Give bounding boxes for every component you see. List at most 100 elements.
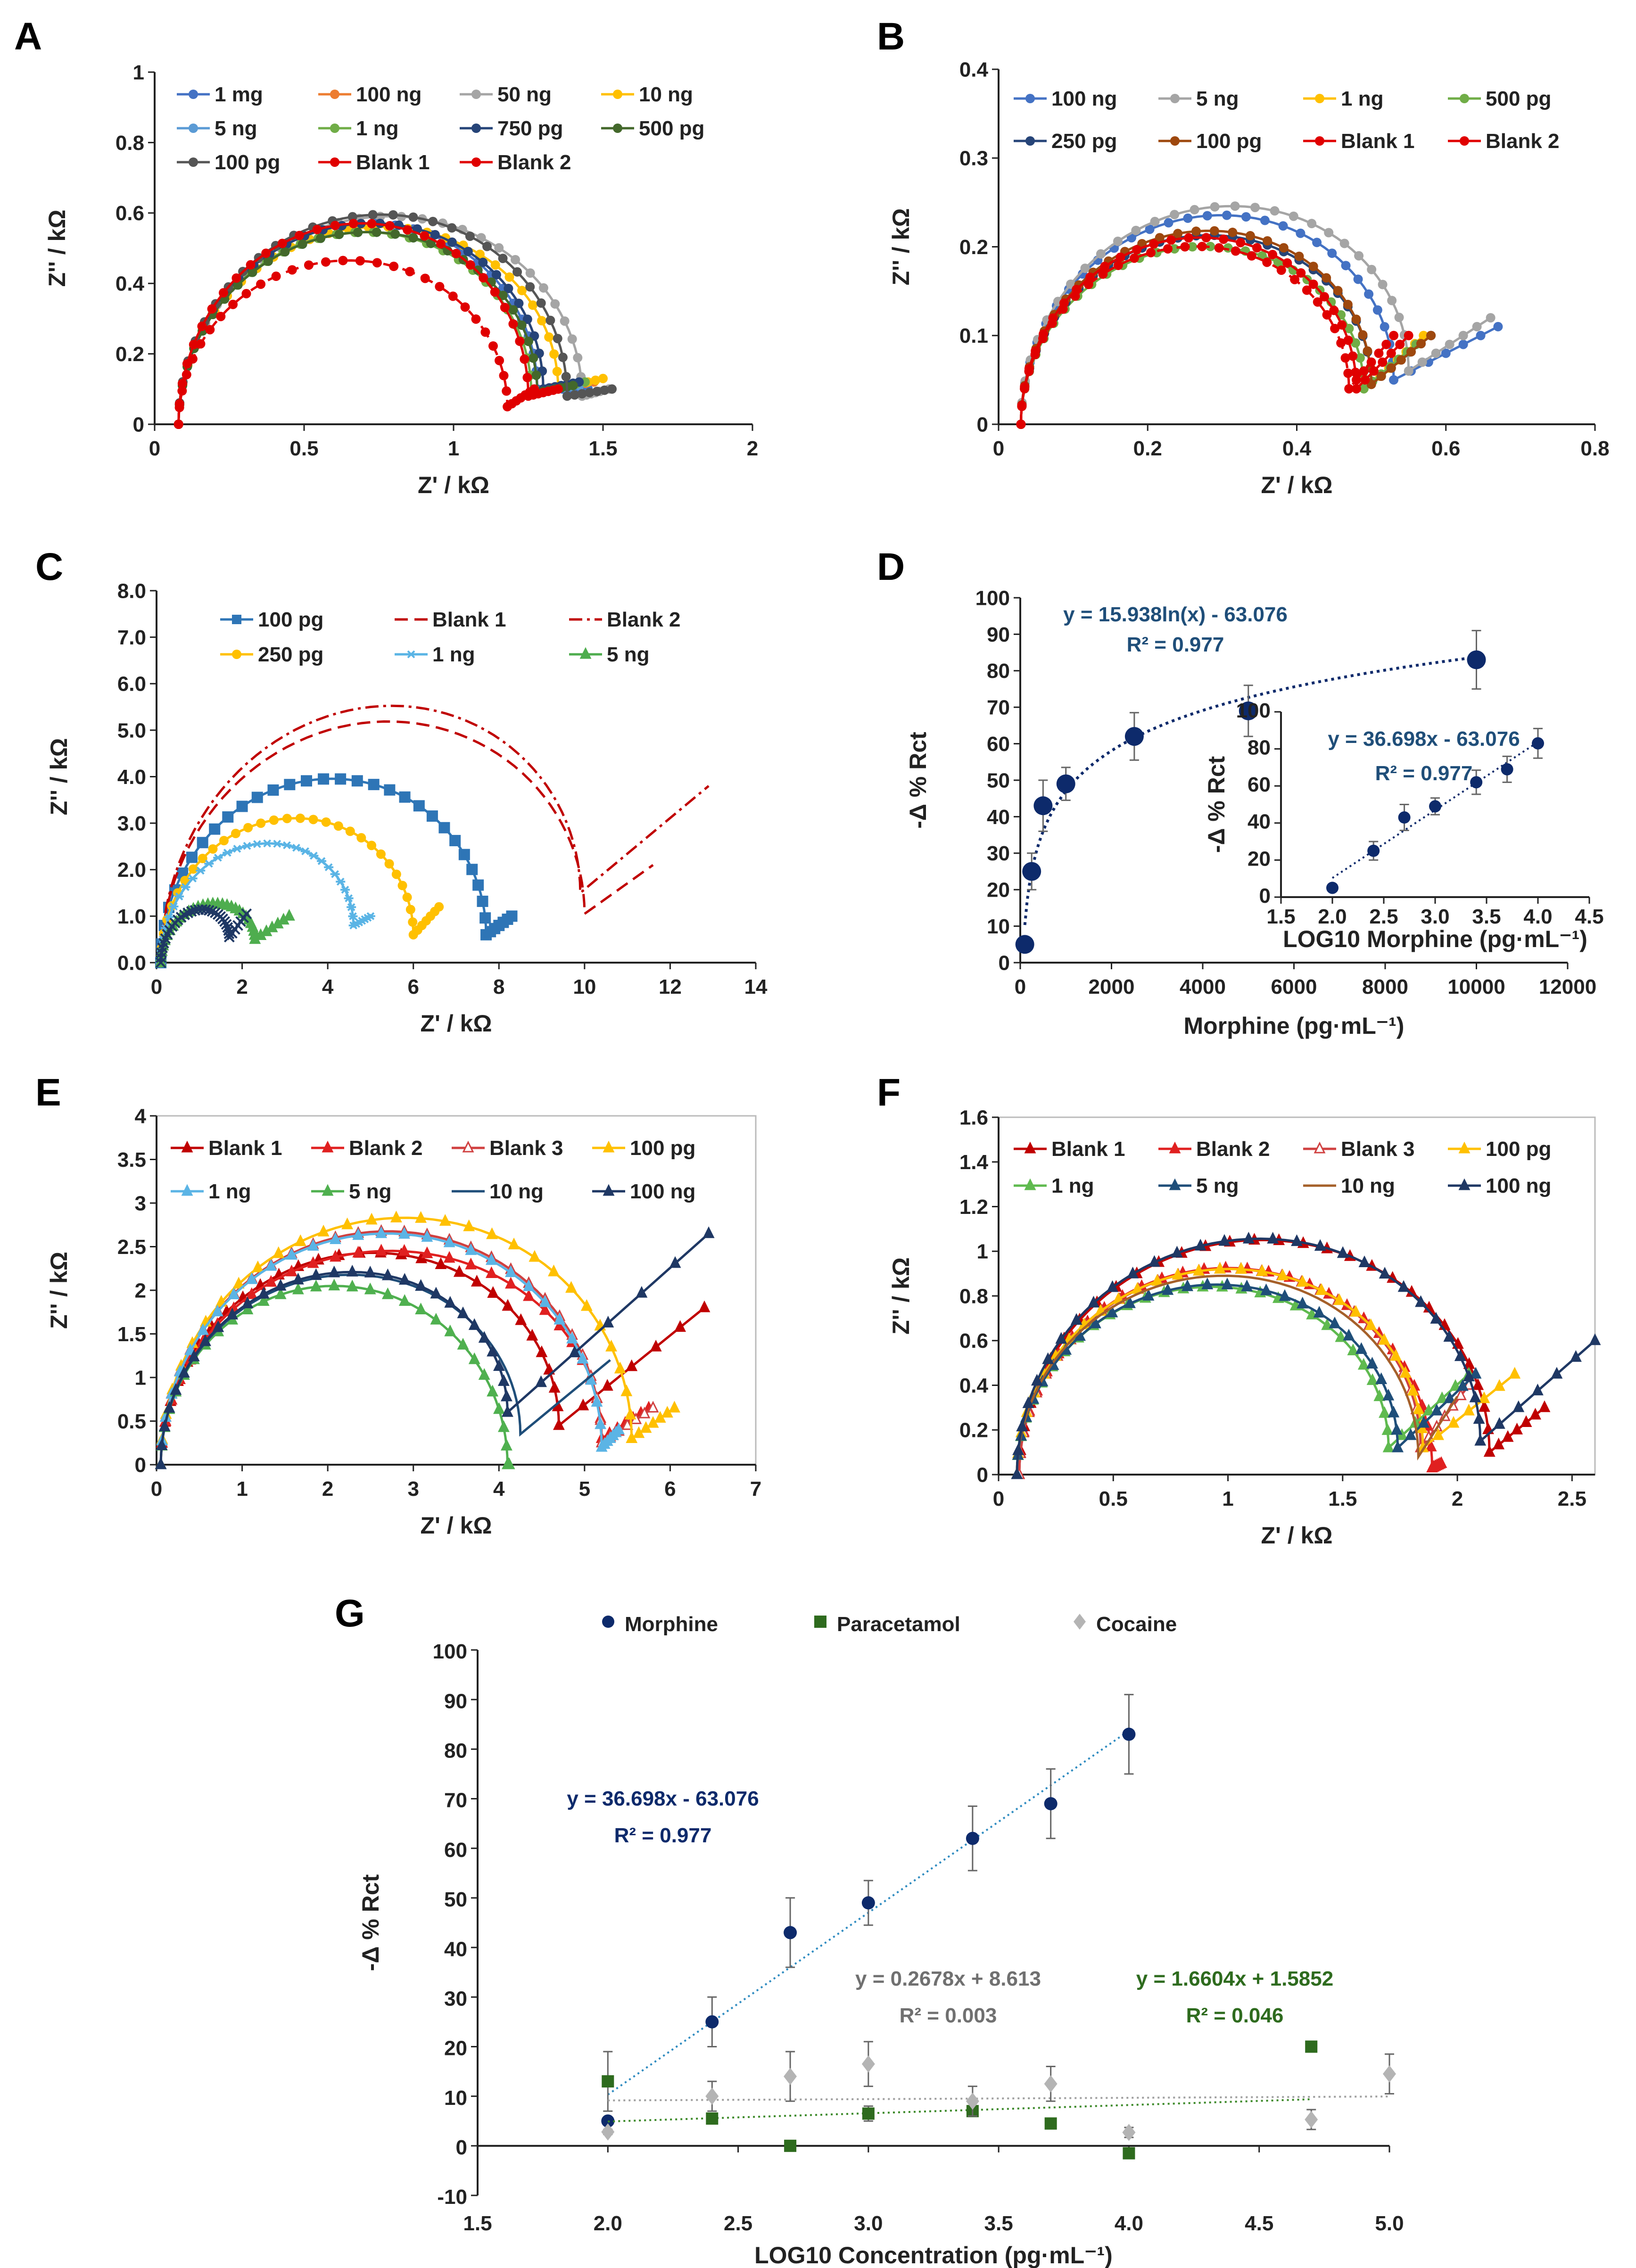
data-point (1493, 322, 1503, 331)
data-point (338, 256, 348, 265)
legend-marker-triangle-open (1314, 1141, 1326, 1154)
legend-marker-asterisk (406, 650, 416, 659)
data-point (1467, 650, 1486, 669)
data-point (356, 833, 366, 843)
data-point (252, 840, 262, 848)
data-point (458, 849, 470, 860)
data-point (1335, 1330, 1347, 1342)
data-point (1132, 245, 1142, 255)
data-point (535, 1375, 547, 1387)
data-point (1382, 1440, 1395, 1452)
x-axis-label: Z' / kΩ (420, 1010, 492, 1037)
data-point (508, 1237, 520, 1250)
data-point (1551, 1367, 1563, 1379)
data-point (1020, 384, 1030, 394)
data-point (1313, 297, 1322, 307)
data-point (1031, 1374, 1043, 1386)
panel-label-f: F (877, 1071, 901, 1114)
data-point (241, 1303, 254, 1315)
data-point (398, 1244, 410, 1256)
data-point (335, 773, 347, 785)
data-point (1015, 935, 1034, 954)
legend-marker-triangle (322, 1184, 334, 1196)
data-point (1210, 202, 1220, 212)
x-axis-label: Z' / kΩ (418, 472, 489, 498)
y-tick-label: 50 (987, 769, 1010, 792)
y-tick-label: 0.1 (959, 324, 988, 347)
data-point (197, 1323, 209, 1335)
data-point (1155, 233, 1165, 243)
legend-label: Blank 3 (489, 1137, 563, 1160)
legend-marker-triangle (1169, 1141, 1181, 1154)
data-point (650, 1339, 662, 1352)
data-point (1478, 1391, 1490, 1403)
legend-item: 50 ng (460, 83, 552, 106)
series-line (159, 720, 654, 963)
data-point (1380, 322, 1389, 332)
data-point (1044, 1797, 1058, 1811)
data-point (1190, 205, 1199, 214)
y-tick-label: 0.4 (959, 1374, 989, 1397)
x-tick-label: 4.0 (1523, 905, 1552, 928)
data-point (1472, 322, 1482, 331)
data-point (1262, 257, 1272, 267)
data-point (1369, 366, 1379, 376)
data-point (1296, 268, 1306, 278)
data-point (1016, 1419, 1028, 1432)
data-point (1458, 339, 1468, 349)
y-tick-label: 40 (1248, 810, 1271, 833)
data-point (1472, 1378, 1484, 1390)
data-point (570, 390, 579, 400)
data-point (1088, 1295, 1099, 1308)
data-point (1183, 213, 1193, 223)
trendline-r2: R² = 0.977 (614, 1824, 712, 1847)
data-point (449, 835, 461, 847)
data-point (1352, 384, 1361, 394)
legend-item: Blank 2 (569, 608, 681, 631)
y-tick-label: 0.8 (959, 1285, 988, 1308)
data-point (1387, 296, 1397, 305)
data-point (177, 379, 187, 388)
data-point (271, 272, 281, 281)
data-point (367, 841, 377, 850)
data-point (447, 237, 457, 247)
legend-marker-circle (330, 157, 339, 167)
data-point (375, 1244, 388, 1256)
x-tick-label: 2.0 (594, 2212, 622, 2235)
x-tick-label: 4.0 (1115, 2212, 1143, 2235)
data-point (1462, 1403, 1475, 1416)
legend-item: 250 pg (220, 643, 323, 666)
data-point (1180, 242, 1190, 252)
data-point (155, 1457, 167, 1469)
data-point (248, 267, 257, 277)
chart-panel-e: 0 1 2 3 4 5 6 700.511.522.533.54Z' / kΩZ'' / kΩ… (46, 1105, 761, 1539)
data-point (1042, 1352, 1054, 1364)
data-point (523, 1289, 535, 1301)
legend-label: 100 pg (1196, 130, 1262, 153)
legend-item: 5 ng (569, 643, 649, 666)
x-tick-label: 7 (750, 1477, 761, 1501)
data-point (1441, 348, 1451, 358)
data-point (1276, 265, 1286, 275)
panel-label-b: B (877, 15, 905, 58)
y-axis-label: -Δ % Rct (1203, 756, 1230, 853)
legend-marker-circle (189, 124, 198, 133)
data-point (324, 863, 334, 872)
data-point (252, 1260, 264, 1272)
data-point (1386, 348, 1396, 358)
data-point (384, 784, 396, 796)
data-point (196, 339, 206, 349)
legend-label: Blank 1 (208, 1137, 282, 1160)
data-point (1289, 211, 1298, 221)
legend-label: 100 ng (630, 1180, 695, 1203)
data-point (490, 260, 500, 270)
y-axis-label: Z'' / kΩ (888, 1257, 914, 1335)
data-point (1378, 357, 1388, 367)
data-point (1502, 1430, 1514, 1442)
y-tick-label: 1.4 (959, 1151, 989, 1174)
data-point (536, 1345, 548, 1357)
y-tick-label: 0 (133, 413, 144, 436)
legend-label: 1 ng (1341, 87, 1383, 110)
data-point (265, 1275, 277, 1287)
y-tick-label: 30 (444, 1987, 467, 2010)
